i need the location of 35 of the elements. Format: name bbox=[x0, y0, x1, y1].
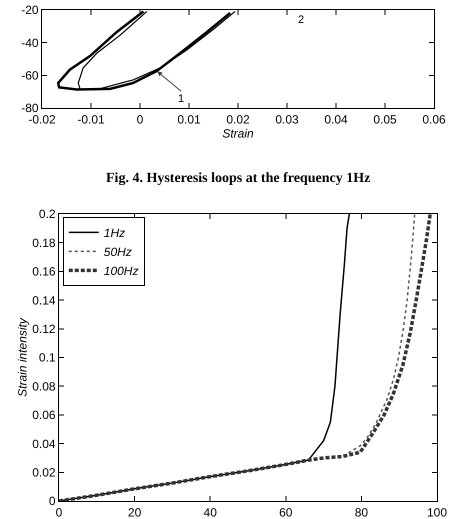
y-tick-label: -40 bbox=[21, 36, 39, 50]
y-tick-label: 0.04 bbox=[32, 436, 56, 451]
x-tick-label: 0.05 bbox=[373, 112, 397, 126]
y-tick-label: 0.16 bbox=[32, 264, 56, 279]
y-tick-label: 0.18 bbox=[32, 236, 56, 250]
x-tick-label: 0.02 bbox=[226, 112, 250, 126]
y-tick-label: 0.06 bbox=[32, 408, 56, 422]
caption: Fig. 4. Hysteresis loops at the frequency 1Hz bbox=[106, 171, 370, 186]
y-tick-label: -20 bbox=[21, 3, 39, 18]
y-tick-label: 0 bbox=[48, 494, 56, 508]
x-tick-label: 80 bbox=[354, 505, 368, 519]
legend-label: 50Hz bbox=[104, 245, 132, 260]
x-tick-label: 0 bbox=[136, 112, 144, 126]
x-tick-label: 0.06 bbox=[422, 112, 446, 126]
annotation: 2 bbox=[298, 14, 304, 26]
y-tick-label: 0.14 bbox=[32, 293, 56, 308]
y-tick-label: 0.02 bbox=[32, 466, 56, 480]
x-axis-title: Strain bbox=[222, 126, 254, 140]
x-tick-label: 20 bbox=[128, 505, 142, 519]
y-tick-label: 0.2 bbox=[38, 207, 56, 222]
y-tick-label: 0.12 bbox=[32, 322, 56, 336]
y-axis-title: Strain intensity bbox=[16, 317, 30, 397]
x-tick-label: 0.04 bbox=[324, 112, 348, 126]
y-tick-label: -60 bbox=[21, 68, 39, 83]
y-tick-label: 0.1 bbox=[38, 350, 56, 365]
legend-label: 100Hz bbox=[104, 264, 138, 278]
legend-label: 1Hz bbox=[104, 226, 126, 240]
y-tick-label: 0.08 bbox=[32, 379, 56, 394]
x-tick-label: 100 bbox=[426, 505, 448, 519]
x-tick-label: -0.01 bbox=[77, 112, 105, 126]
x-tick-label: 60 bbox=[279, 505, 293, 519]
x-tick-label: 0.03 bbox=[275, 112, 299, 126]
x-tick-label: 0.01 bbox=[177, 112, 201, 126]
x-tick-label: 40 bbox=[204, 505, 218, 519]
annotation: 1 bbox=[178, 93, 184, 105]
